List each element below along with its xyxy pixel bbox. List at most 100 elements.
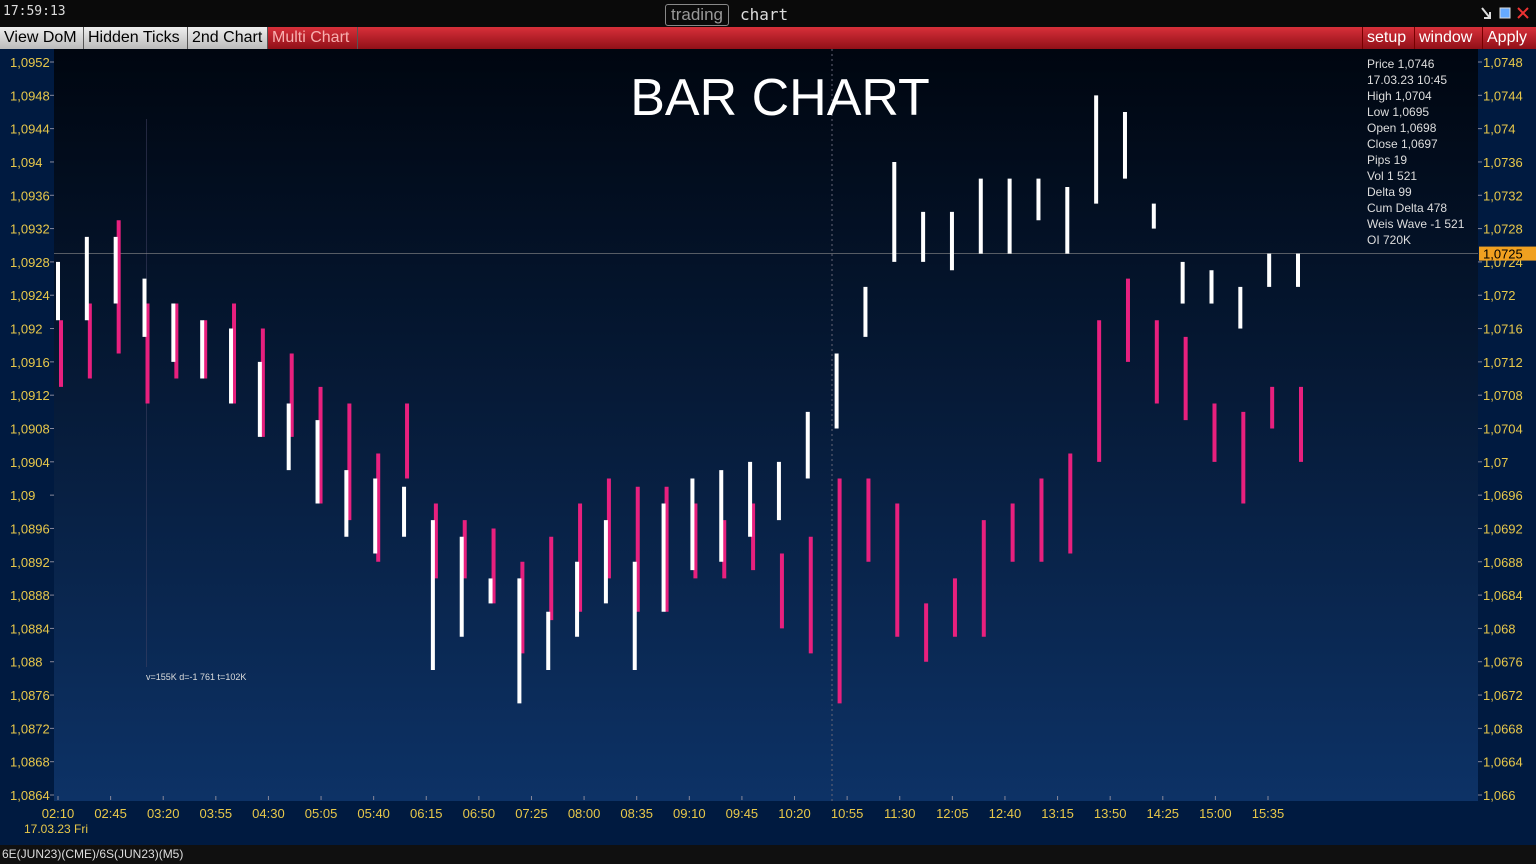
x-tick-label: 12:40 [989,806,1022,821]
y-tick-label: 1,0944 [10,122,50,137]
toolbar-button[interactable]: 2nd Chart [188,27,268,49]
info-line: Pips 19 [1367,153,1407,167]
y-tick-label: 1,0908 [10,422,50,437]
brand: trading [665,4,729,26]
x-tick-label: 02:10 [42,806,75,821]
x-tick-label: 12:05 [936,806,969,821]
x-tick-label: 13:15 [1041,806,1074,821]
y2-tick-label: 1,074 [1483,122,1516,137]
y2-tick-label: 1,0748 [1483,55,1523,70]
y2-tick-label: 1,068 [1483,621,1516,636]
y-tick-label: 1,0916 [10,355,50,370]
toolbar-button[interactable]: window [1414,27,1476,49]
y-tick-label: 1,0888 [10,588,50,603]
info-line: Cum Delta 478 [1367,201,1447,215]
x-tick-label: 05:40 [357,806,390,821]
y-tick-label: 1,0948 [10,88,50,103]
toolbar-button[interactable]: View DoM [0,27,84,49]
status-bar: 6E(JUN23)(CME)/6S(JUN23)(M5) [0,845,1536,864]
y-tick-label: 1,0864 [10,788,50,803]
x-tick-label: 02:45 [94,806,127,821]
y2-tick-label: 1,0672 [1483,688,1523,703]
y-tick-label: 1,094 [10,155,43,170]
toolbar-button[interactable]: Apply [1482,27,1531,49]
y-tick-label: 1,09 [10,488,35,503]
x-tick-label: 06:15 [410,806,443,821]
y-tick-label: 1,0936 [10,188,50,203]
y2-tick-label: 1,0688 [1483,555,1523,570]
y2-tick-label: 1,0708 [1483,388,1523,403]
y2-tick-label: 1,072 [1483,288,1516,303]
window-controls[interactable] [1476,4,1536,24]
y2-tick-label: 1,0668 [1483,721,1523,736]
chart-title: BAR CHART [630,69,930,127]
last-price-label: 1,0725 [1483,247,1523,262]
y2-tick-label: 1,0716 [1483,322,1523,337]
y2-tick-label: 1,07 [1483,455,1508,470]
y2-tick-label: 1,0744 [1483,88,1523,103]
y-tick-label: 1,0868 [10,755,50,770]
last-price-marker [1479,246,1536,261]
y2-tick-label: 1,0712 [1483,355,1523,370]
y-tick-label: 1,0932 [10,222,50,237]
info-line: Price 1,0746 [1367,57,1435,71]
y-tick-label: 1,0892 [10,555,50,570]
x-tick-label: 07:25 [515,806,548,821]
info-line: Open 1,0698 [1367,121,1437,135]
y-tick-label: 1,0884 [10,621,50,636]
toolbar-button[interactable]: Multi Chart [268,27,358,49]
x-tick-label: 09:45 [726,806,759,821]
info-line: Weis Wave -1 521 [1367,217,1465,231]
date-label: 17.03.23 Fri [24,822,88,836]
y-tick-label: 1,0876 [10,688,50,703]
x-tick-label: 08:00 [568,806,601,821]
x-tick-label: 10:55 [831,806,864,821]
x-tick-label: 10:20 [778,806,811,821]
y-tick-label: 1,0904 [10,455,50,470]
x-tick-label: 15:00 [1199,806,1232,821]
x-tick-label: 15:35 [1252,806,1285,821]
info-line: Delta 99 [1367,185,1412,199]
x-tick-label: 06:50 [463,806,496,821]
x-tick-label: 05:05 [305,806,338,821]
x-tick-label: 04:30 [252,806,285,821]
info-line: Close 1,0697 [1367,137,1438,151]
y2-tick-label: 1,0696 [1483,488,1523,503]
plot-background [54,49,1478,801]
x-tick-label: 11:30 [884,806,916,821]
y2-tick-label: 1,0704 [1483,422,1523,437]
y2-tick-label: 1,0728 [1483,222,1523,237]
y-tick-label: 1,0928 [10,255,50,270]
window-title: chart [740,5,789,24]
y2-tick-label: 1,0736 [1483,155,1523,170]
x-tick-label: 03:20 [147,806,180,821]
y-tick-label: 1,0896 [10,521,50,536]
info-line: OI 720K [1367,233,1411,247]
y-tick-label: 1,0912 [10,388,50,403]
y2-tick-label: 1,0664 [1483,755,1523,770]
info-line: High 1,0704 [1367,89,1432,103]
y-tick-label: 1,092 [10,322,43,337]
y-tick-label: 1,088 [10,655,43,670]
price-chart: BAR CHART 1,0952 1,0948 1,0944 1,094 1,0936 1,… [0,49,1536,845]
info-line: Low 1,0695 [1367,105,1429,119]
y-tick-label: 1,0952 [10,55,50,70]
info-line: 17.03.23 10:45 [1367,73,1447,87]
x-tick-label: 08:35 [620,806,653,821]
y-tick-label: 1,0924 [10,288,50,303]
y2-tick-label: 1,0676 [1483,655,1523,670]
toolbar: View DoM Hidden Ticks 2nd Chart Multi Ch… [0,27,1536,49]
toolbar-button[interactable]: setup [1362,27,1410,49]
toolbar-button[interactable]: Hidden Ticks [84,27,188,49]
x-tick-label: 03:55 [200,806,233,821]
x-tick-label: 09:10 [673,806,706,821]
profile-label: v=155K d=-1 761 t=102K [146,672,246,682]
x-tick-label: 14:25 [1147,806,1180,821]
title-bar: 17:59:13 trading chart [0,0,1536,27]
clock: 17:59:13 [3,4,66,19]
y2-tick-label: 1,066 [1483,788,1516,803]
y-tick-label: 1,0872 [10,721,50,736]
y2-tick-label: 1,0684 [1483,588,1523,603]
y2-tick-label: 1,0732 [1483,188,1523,203]
y2-tick-label: 1,0692 [1483,521,1523,536]
